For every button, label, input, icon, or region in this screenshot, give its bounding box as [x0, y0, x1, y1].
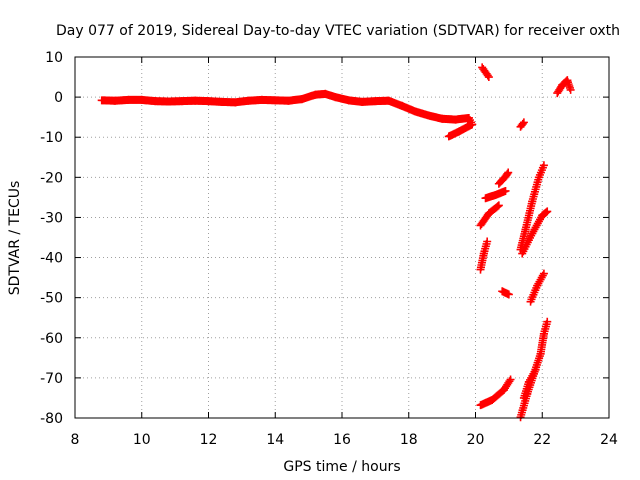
- series-seg-20.3-mid: [481, 186, 510, 203]
- data-point: [504, 290, 513, 299]
- series-seg-22.5-top: [553, 76, 575, 98]
- tick-labels: 8 10 12 14 16 18 20 22 24 10 0 -10 -20 -30 -40 -50 -60 -7…: [40, 50, 618, 448]
- data-point: [501, 186, 510, 195]
- series-seg-20.2-lower: [476, 201, 503, 230]
- data-point: [519, 118, 528, 127]
- y-tick-label: -10: [40, 130, 63, 146]
- y-tick-label: -20: [40, 170, 63, 186]
- x-tick-label: 14: [266, 432, 284, 448]
- x-tick-label: 16: [333, 432, 351, 448]
- data-point: [566, 85, 575, 94]
- y-tick-label: 10: [45, 50, 63, 66]
- y-tick-label: -40: [40, 251, 63, 267]
- series-seg-20.2-bottom: [476, 375, 515, 410]
- y-tick-label: 0: [54, 90, 63, 106]
- y-tick-label: -30: [40, 210, 63, 226]
- data-points: [97, 63, 575, 422]
- x-tick-label: 22: [533, 432, 551, 448]
- x-tick-label: 12: [200, 432, 218, 448]
- data-point: [505, 377, 514, 386]
- data-point: [483, 71, 492, 80]
- data-point: [531, 365, 540, 374]
- data-point: [494, 201, 503, 210]
- data-point: [483, 237, 492, 246]
- data-point: [543, 317, 552, 326]
- data-point: [518, 119, 527, 128]
- data-point: [539, 161, 548, 170]
- x-tick-label: 10: [133, 432, 151, 448]
- series-seg-20.8-upper: [494, 168, 513, 188]
- y-axis-label: SDTVAR / TECUs: [7, 181, 23, 296]
- x-tick-label: 18: [400, 432, 418, 448]
- y-tick-label: -50: [40, 291, 63, 307]
- data-point: [506, 375, 515, 384]
- data-point: [484, 73, 493, 82]
- data-point: [503, 169, 512, 178]
- series-main-track: [97, 89, 477, 141]
- y-tick-label: -60: [40, 331, 63, 347]
- series-seg-21.5-parallel: [519, 365, 540, 402]
- x-tick-label: 24: [600, 432, 618, 448]
- data-point: [543, 207, 552, 216]
- data-point: [493, 202, 502, 211]
- series-seg-20.1-deep: [476, 237, 492, 274]
- y-tick-label: -80: [40, 411, 63, 427]
- series-seg-21.7-rise: [526, 269, 548, 306]
- y-tick-label: -70: [40, 371, 63, 387]
- x-axis-label: GPS time / hours: [283, 459, 400, 475]
- x-tick-label: 20: [467, 432, 485, 448]
- grid: [75, 57, 609, 418]
- x-tick-label: 8: [71, 432, 80, 448]
- data-point: [504, 168, 513, 177]
- axis-ticks: [74, 56, 610, 419]
- chart-title: Day 077 of 2019, Sidereal Day-to-day VTE…: [56, 23, 620, 39]
- series-seg-21.0-dot: [498, 287, 513, 299]
- series-seg-21.5-mid: [518, 207, 552, 258]
- data-point: [542, 208, 551, 217]
- data-point: [444, 132, 453, 141]
- series-seg-21.4-small: [516, 118, 528, 131]
- data-point: [539, 269, 548, 278]
- series-seg-20.2-a: [478, 63, 493, 82]
